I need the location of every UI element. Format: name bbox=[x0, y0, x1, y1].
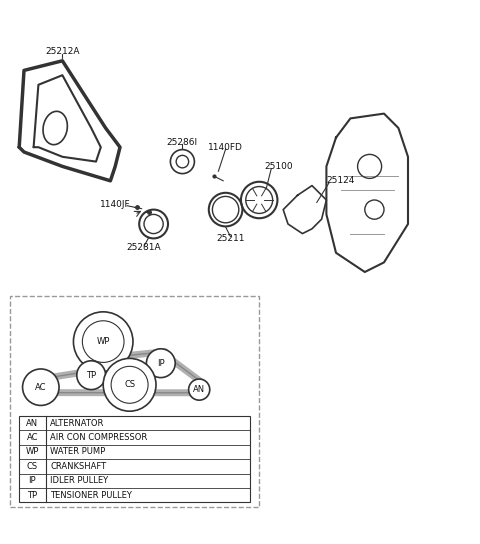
Text: IP: IP bbox=[157, 358, 165, 368]
Text: TENSIONER PULLEY: TENSIONER PULLEY bbox=[50, 491, 132, 500]
Text: 25124: 25124 bbox=[326, 176, 355, 186]
Text: WATER PUMP: WATER PUMP bbox=[50, 448, 106, 456]
Text: 25100: 25100 bbox=[264, 162, 293, 171]
Bar bbox=[19, 416, 250, 503]
Circle shape bbox=[103, 358, 156, 411]
Text: IDLER PULLEY: IDLER PULLEY bbox=[50, 477, 108, 485]
Text: CS: CS bbox=[27, 462, 38, 471]
Circle shape bbox=[73, 312, 133, 372]
Text: TP: TP bbox=[86, 370, 96, 380]
Text: 25281A: 25281A bbox=[127, 244, 161, 252]
Text: AN: AN bbox=[193, 385, 205, 394]
Text: 25286I: 25286I bbox=[167, 138, 198, 147]
Text: CRANKSHAFT: CRANKSHAFT bbox=[50, 462, 107, 471]
Text: 1140FD: 1140FD bbox=[208, 143, 243, 152]
Text: AC: AC bbox=[27, 433, 38, 442]
Circle shape bbox=[146, 349, 175, 378]
Text: CS: CS bbox=[124, 380, 135, 390]
Text: 1140JF: 1140JF bbox=[100, 200, 131, 209]
Text: ALTERNATOR: ALTERNATOR bbox=[50, 419, 105, 428]
Circle shape bbox=[189, 379, 210, 400]
Text: AN: AN bbox=[26, 419, 38, 428]
Text: AIR CON COMPRESSOR: AIR CON COMPRESSOR bbox=[50, 433, 148, 442]
Text: 25212A: 25212A bbox=[45, 47, 80, 55]
Text: 25211: 25211 bbox=[216, 234, 245, 243]
Text: IP: IP bbox=[29, 477, 36, 485]
Circle shape bbox=[23, 369, 59, 405]
Text: WP: WP bbox=[96, 337, 110, 346]
Text: TP: TP bbox=[27, 491, 37, 500]
Text: WP: WP bbox=[26, 448, 39, 456]
Circle shape bbox=[77, 361, 106, 390]
Text: AC: AC bbox=[35, 382, 47, 392]
